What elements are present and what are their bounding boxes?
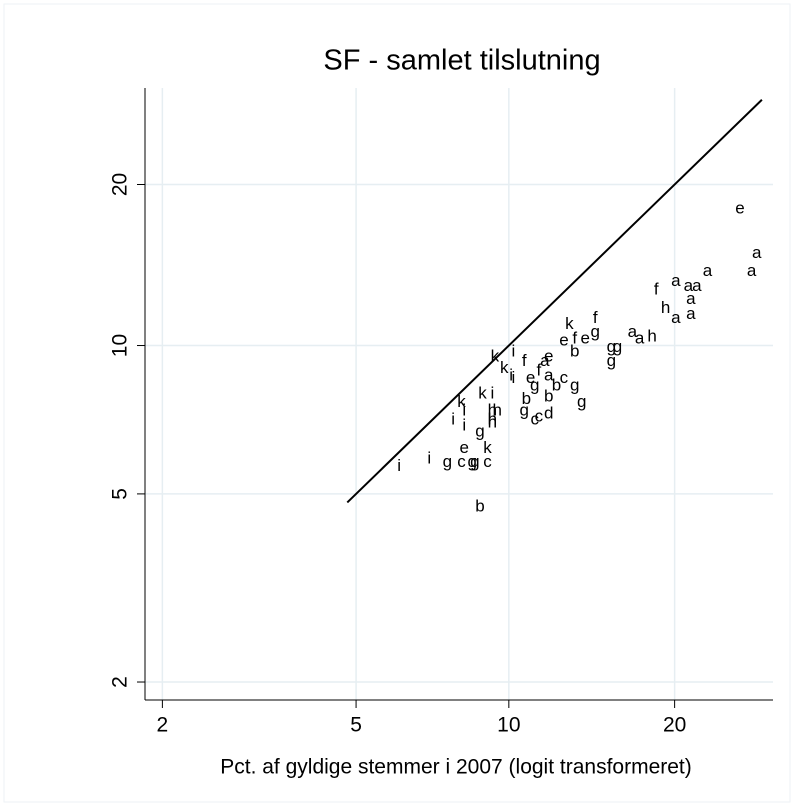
point-marker: g [607, 337, 616, 356]
point-marker: k [500, 358, 509, 377]
point-marker: i [511, 368, 515, 387]
point-marker: a [686, 304, 696, 323]
chart-frame [3, 3, 791, 803]
point-marker: e [526, 368, 535, 387]
x-tick-label: 2 [157, 714, 169, 737]
point-marker: f [536, 361, 541, 380]
point-marker: i [491, 384, 495, 403]
point-marker: h [647, 326, 656, 345]
point-marker: e [735, 198, 744, 217]
y-tick-label: 5 [109, 488, 132, 500]
point-marker: g [467, 452, 476, 471]
point-marker: g [577, 392, 586, 411]
point-marker: i [511, 342, 515, 361]
point-marker: c [535, 406, 544, 425]
point-marker: g [613, 337, 622, 356]
point-marker: b [552, 376, 561, 395]
point-marker: a [671, 271, 681, 290]
y-tick-label: 20 [109, 173, 132, 196]
point-marker: a [540, 351, 550, 370]
point-marker: a [628, 322, 638, 341]
point-marker: b [475, 496, 484, 515]
point-marker: k [483, 438, 492, 457]
point-marker: k [457, 392, 466, 411]
point-marker: f [522, 351, 527, 370]
point-marker: i [462, 415, 466, 434]
point-marker: h [488, 409, 497, 428]
x-tick-label: 20 [663, 714, 686, 737]
x-tick-label: 10 [497, 714, 520, 737]
point-marker: a [686, 289, 696, 308]
point-marker: c [530, 409, 539, 428]
point-marker: k [478, 384, 487, 403]
point-marker: i [451, 409, 455, 428]
point-marker: e [459, 438, 468, 457]
point-marker: f [572, 328, 577, 347]
reference-line [346, 99, 763, 504]
point-marker: g [520, 400, 529, 419]
point-marker: a [747, 261, 757, 280]
point-marker: g [443, 452, 452, 471]
point-marker: k [491, 346, 500, 365]
point-marker: b [570, 342, 579, 361]
point-marker: a [671, 308, 681, 327]
point-marker: b [544, 386, 553, 405]
point-marker: a [703, 261, 713, 280]
point-marker: a [692, 276, 702, 295]
point-marker: e [580, 328, 589, 347]
point-marker: h [488, 400, 497, 419]
x-axis-label: Pct. af gyldige stemmer i 2007 (logit tr… [220, 756, 692, 779]
point-marker: g [591, 322, 600, 341]
point-marker: g [570, 376, 579, 395]
point-marker: a [544, 366, 554, 385]
y-tick-label: 10 [109, 334, 132, 357]
point-marker: a [752, 243, 762, 262]
x-tick-label: 5 [350, 714, 362, 737]
chart-title: SF - samlet tilslutning [323, 45, 600, 77]
point-marker: g [475, 422, 484, 441]
point-marker: c [457, 452, 466, 471]
point-marker: g [530, 376, 539, 395]
point-marker: h [492, 400, 501, 419]
point-marker: i [427, 449, 431, 468]
point-marker: d [544, 403, 553, 422]
point-marker: g [470, 452, 479, 471]
point-marker: f [654, 280, 659, 299]
point-marker: i [397, 456, 401, 475]
point-marker: e [544, 346, 553, 365]
point-marker: c [560, 368, 569, 387]
y-tick-label: 2 [109, 676, 132, 688]
point-marker: i [462, 400, 466, 419]
point-marker: h [488, 412, 497, 431]
point-marker: g [607, 351, 616, 370]
point-marker: e [559, 331, 568, 350]
point-marker: k [565, 314, 574, 333]
point-marker: f [593, 308, 598, 327]
point-marker: i [509, 366, 513, 385]
point-marker: h [661, 298, 670, 317]
point-marker: b [522, 389, 531, 408]
point-marker: a [684, 276, 694, 295]
point-marker: c [483, 452, 492, 471]
point-marker: a [635, 328, 645, 347]
